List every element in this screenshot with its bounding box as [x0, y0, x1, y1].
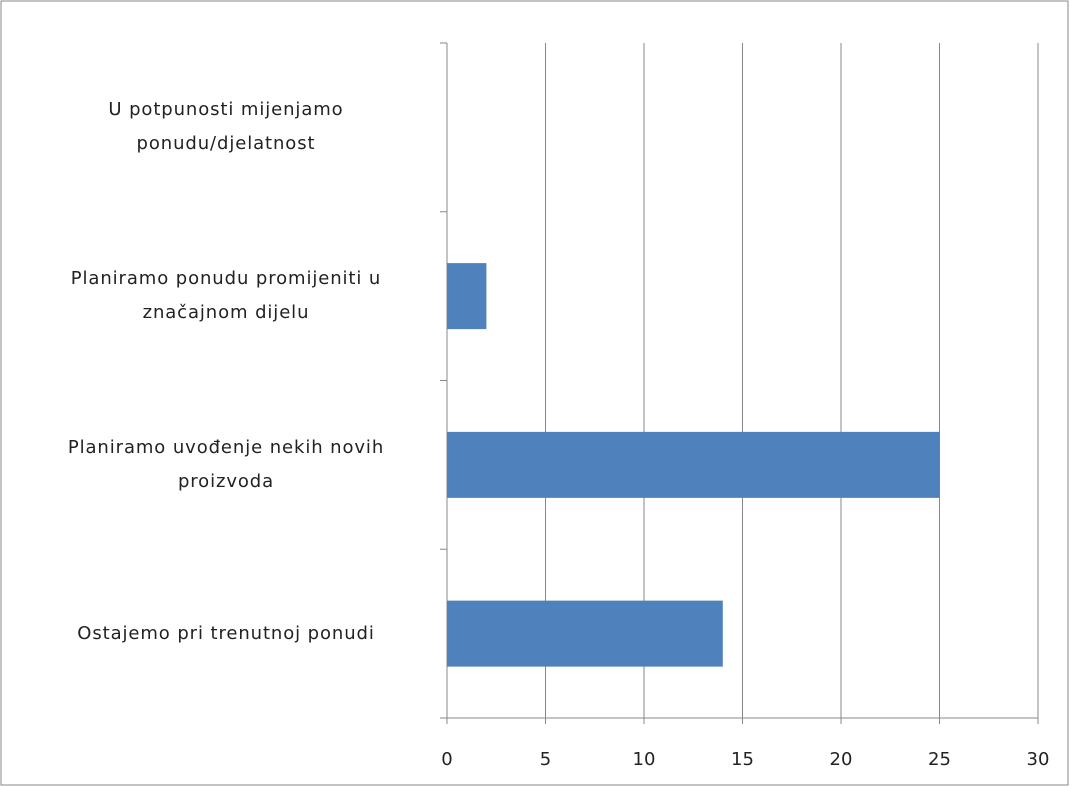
x-tick-label: 10 — [633, 749, 656, 770]
x-tick-label: 30 — [1027, 749, 1050, 770]
bar — [447, 263, 487, 330]
x-tick-label: 20 — [830, 749, 853, 770]
y-tick-label: Planiramo uvođenje nekih novih proizvoda — [67, 436, 385, 492]
bar — [447, 431, 940, 498]
y-tick-label: Planiramo ponudu promijeniti u značajnom… — [70, 268, 382, 324]
x-tick-label: 15 — [731, 749, 754, 770]
y-tick-label: U potpunosti mijenjamo ponudu/djelatnost — [108, 99, 344, 155]
bar — [447, 600, 723, 667]
x-tick-label: 25 — [928, 749, 951, 770]
x-tick-label: 0 — [441, 749, 452, 770]
y-tick-label: Ostajemo pri trenutnoj ponudi — [77, 622, 375, 644]
x-tick-label: 5 — [540, 749, 551, 770]
